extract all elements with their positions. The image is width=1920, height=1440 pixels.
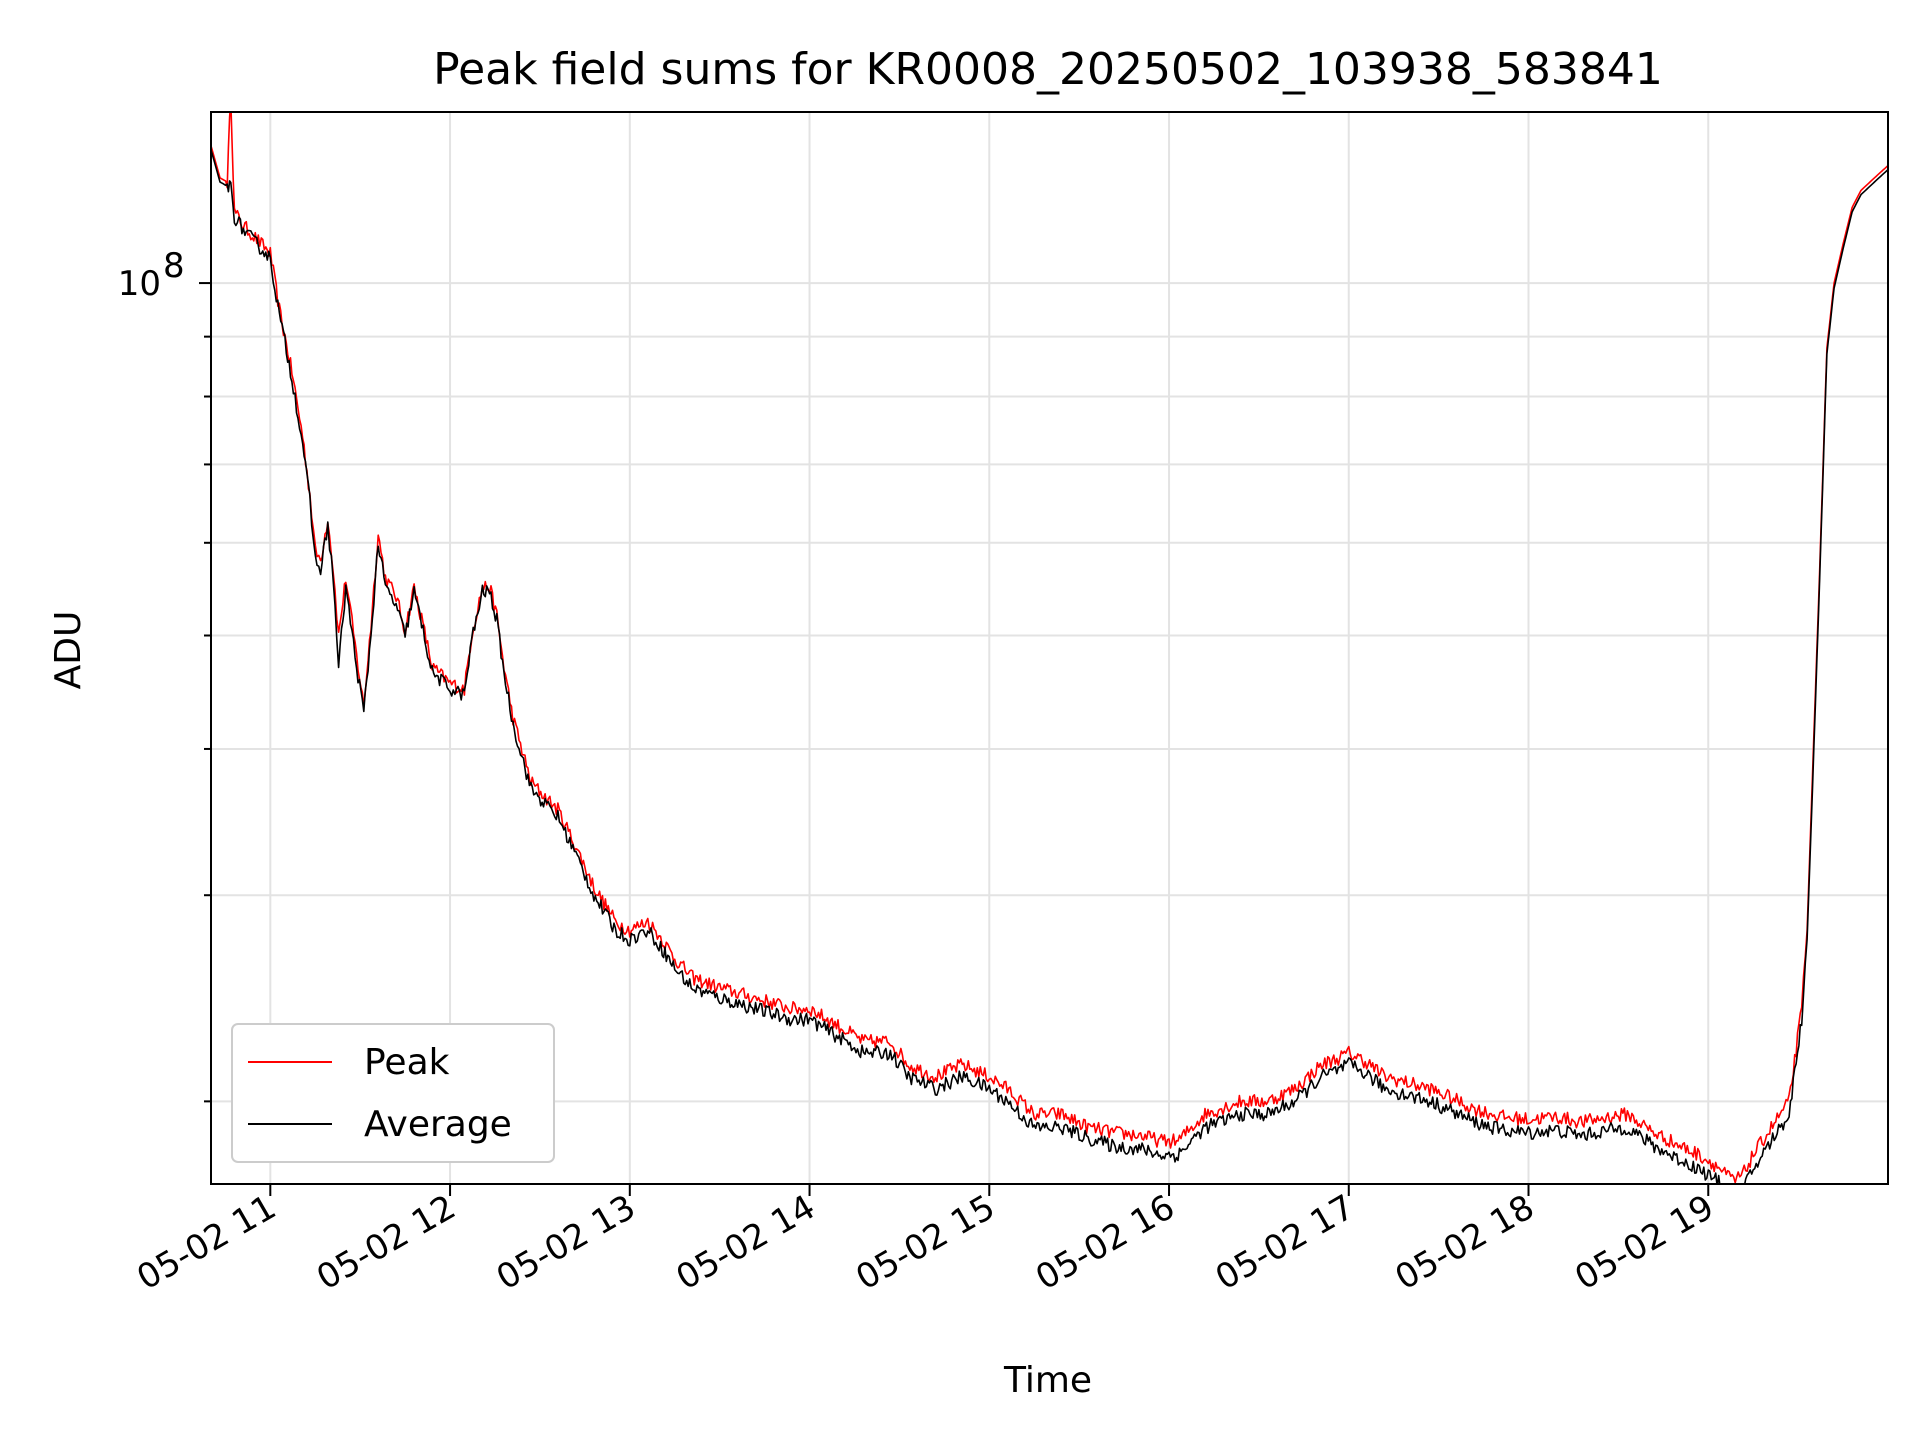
y-axis-label: ADU xyxy=(48,611,89,690)
y-tick-exponent: 8 xyxy=(163,246,185,286)
series-lines xyxy=(211,112,1888,1184)
series-line-average xyxy=(211,149,1888,1184)
x-axis-label: Time xyxy=(1003,1360,1092,1401)
legend: Peak Average xyxy=(231,1023,555,1163)
plot-frame xyxy=(210,111,1889,1185)
legend-average-label: Average xyxy=(364,1104,512,1145)
series-line-peak xyxy=(211,112,1888,1184)
chart-title: Peak field sums for KR0008_20250502_1039… xyxy=(433,44,1663,95)
legend-box xyxy=(231,1023,555,1163)
grid-lines xyxy=(211,112,1888,1184)
y-tick-label: 10 xyxy=(118,264,161,304)
legend-peak-label: Peak xyxy=(364,1042,450,1083)
